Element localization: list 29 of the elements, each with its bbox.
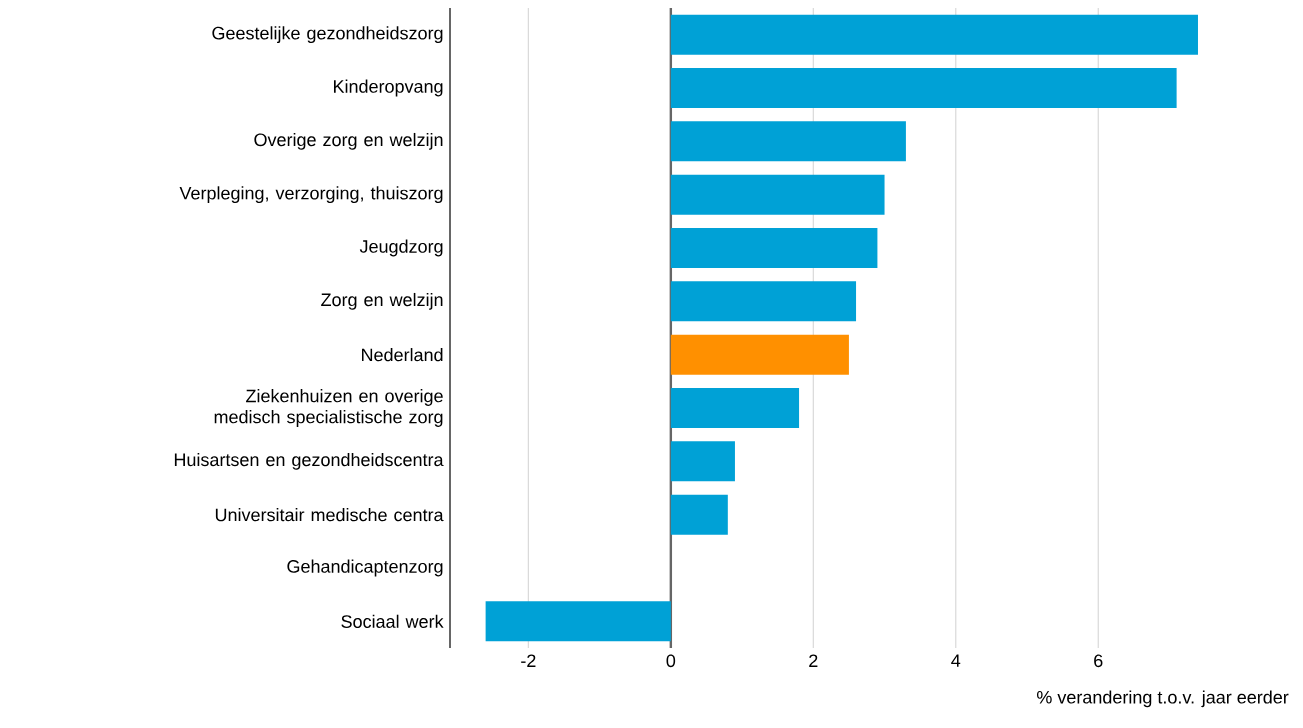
bar [670, 388, 800, 428]
y-tick-label: Gehandicaptenzorg [287, 559, 443, 577]
y-tick-label: Ziekenhuizen en overige medisch specialistische zorg [214, 389, 443, 427]
bar [670, 334, 849, 375]
x-tick-label: 6 [1094, 654, 1103, 668]
y-tick-label: Verpleging, verzorging, thuiszorg [179, 186, 443, 204]
y-tick-label: Jeugdzorg [359, 239, 443, 257]
bar [670, 494, 728, 535]
bar [670, 121, 906, 162]
y-tick-label: Geestelijke gezondheidszorg [212, 26, 443, 44]
y-tick-label: Kinderopvang [333, 79, 443, 97]
y-tick-label: Universitair medische centra [215, 508, 444, 522]
x-tick-label: 0 [666, 654, 676, 668]
y-tick-label: Zorg en welzijn [321, 292, 443, 310]
x-axis-title: % verandering t.o.v. jaar eerder [1037, 690, 1289, 708]
y-tick-label: Huisartsen en gezondheidscentra [174, 452, 444, 470]
bar [485, 601, 671, 642]
bar [670, 281, 857, 322]
y-tick-label: Nederland [362, 348, 443, 362]
bar [670, 174, 885, 215]
x-tick-label: 2 [809, 654, 818, 667]
x-tick-label: 4 [951, 654, 961, 667]
x-tick-label: -2 [521, 654, 536, 667]
y-tick-label: Sociaal werk [341, 614, 444, 628]
bar [670, 14, 1198, 55]
bar [670, 68, 1177, 108]
bar [670, 441, 735, 482]
y-tick-label: Overige zorg en welzijn [254, 132, 443, 150]
bar [670, 228, 878, 268]
